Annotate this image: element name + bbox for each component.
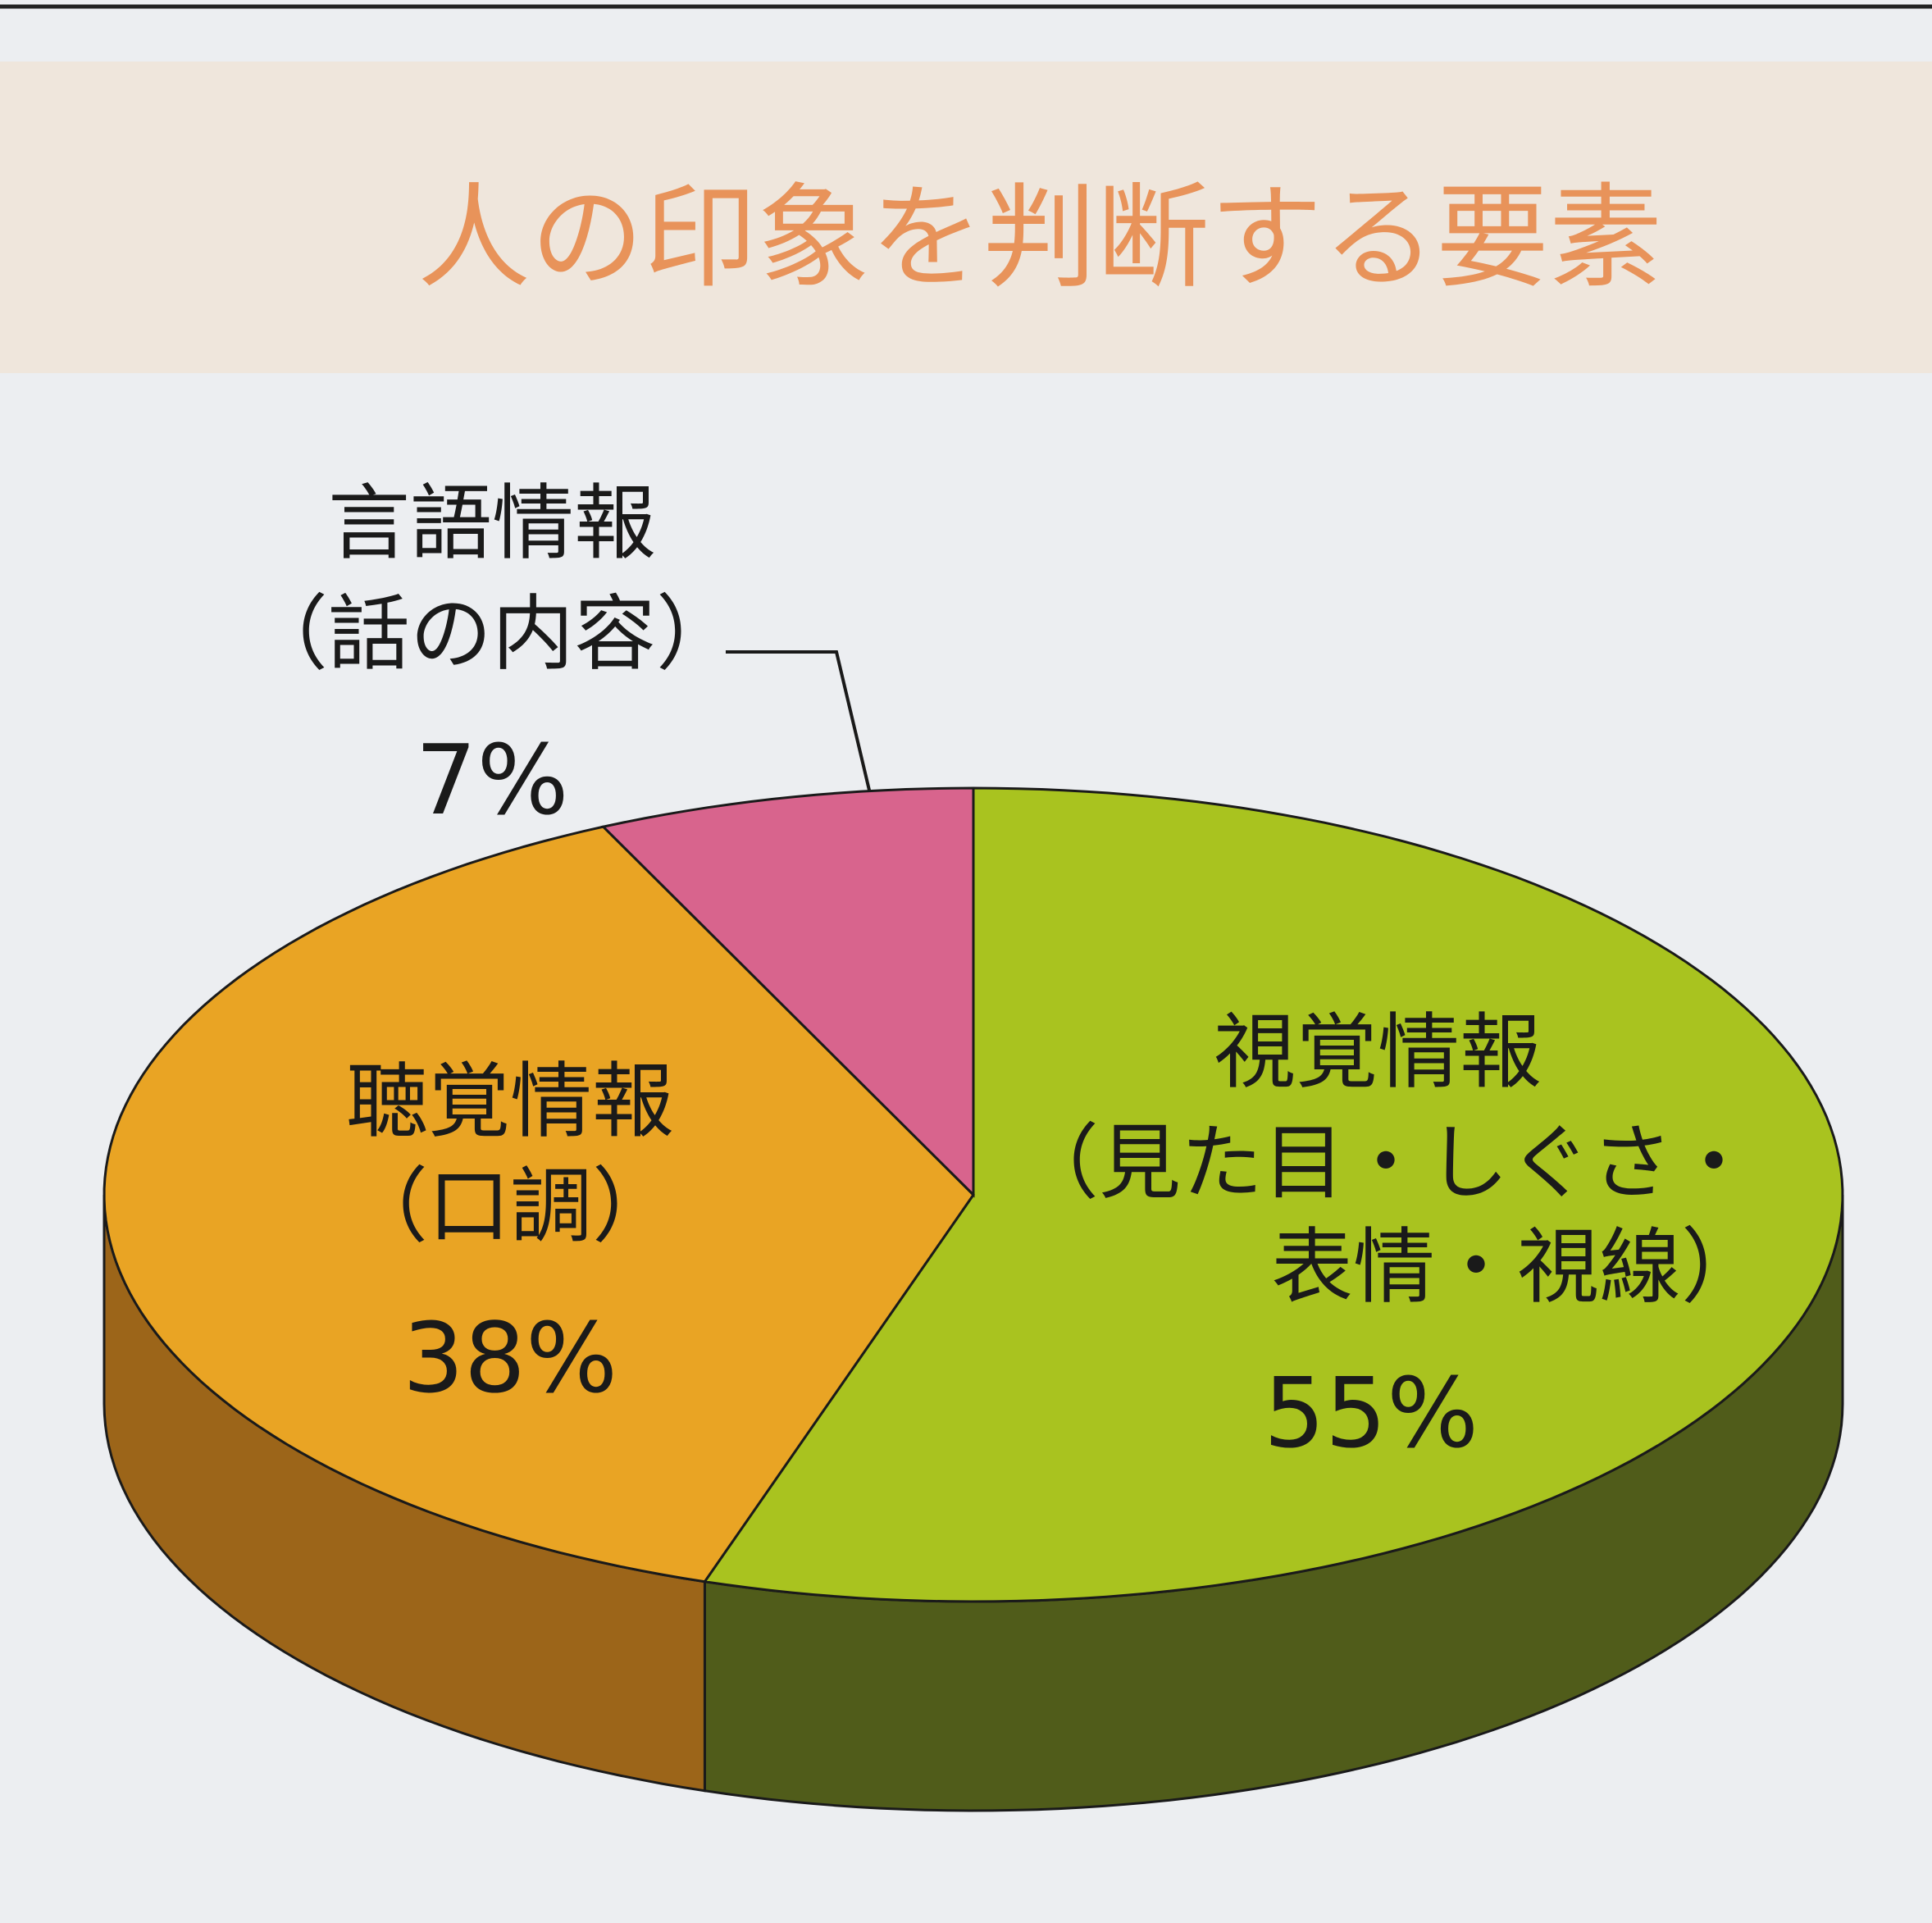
value-label: 55%: [1264, 1356, 1479, 1470]
category-label: 言語情報: [328, 475, 656, 571]
category-detail: 表情・視線）: [1271, 1219, 1763, 1315]
category-detail: （話の内容）: [246, 586, 738, 681]
category-detail: （口調）: [346, 1158, 674, 1254]
category-label: 聴覚情報: [346, 1053, 674, 1149]
value-label: 38%: [403, 1301, 617, 1415]
title-band: [0, 62, 1932, 373]
slice: [702, 786, 1844, 1603]
slice: [103, 825, 975, 1584]
category-detail: （見た目・しぐさ・: [1017, 1114, 1755, 1210]
pie: [103, 786, 1844, 1812]
category-label: 視覚情報: [1214, 1004, 1542, 1100]
labels: 視覚情報 （見た目・しぐさ・表情・視線） 55% 聴覚情報（口調） 38% 言語情報 （話の…: [246, 475, 1763, 1470]
value-label: 7%: [415, 723, 568, 836]
slice: [600, 786, 975, 1198]
chart-title: 人の印象を判断する要素: [417, 172, 1662, 304]
